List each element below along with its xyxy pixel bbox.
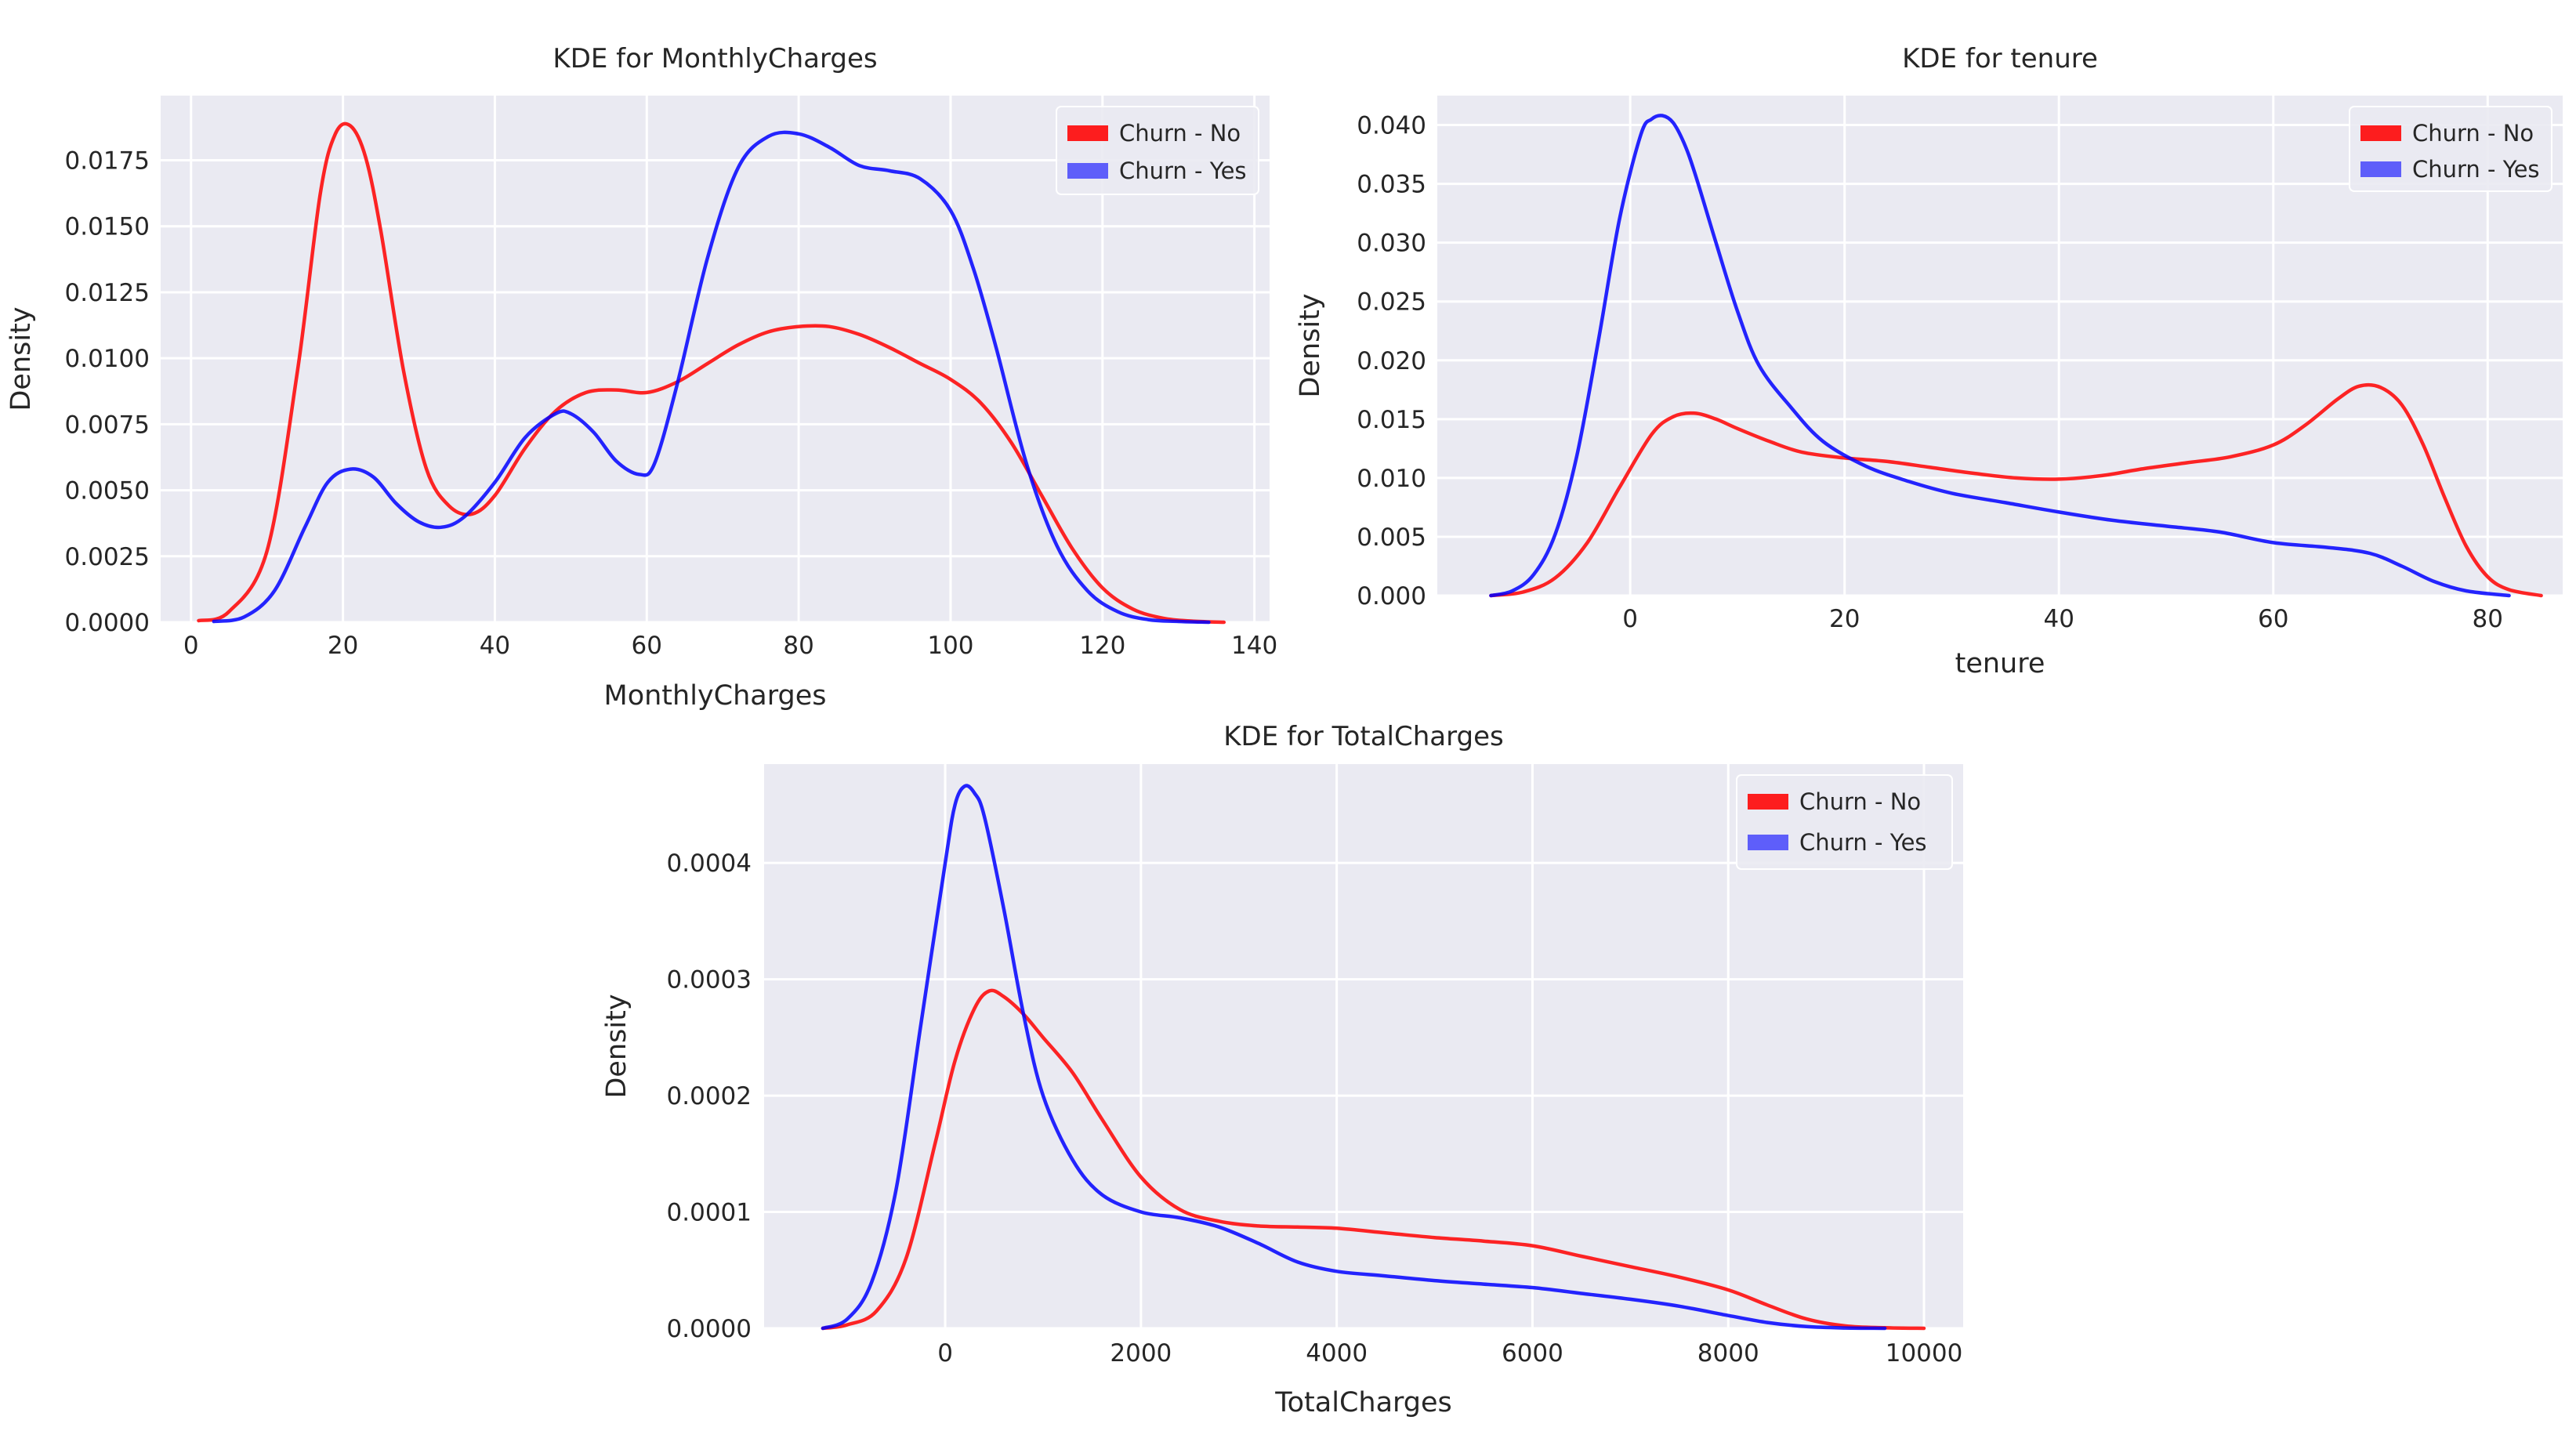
y-tick-label: 0.0150 xyxy=(65,213,150,241)
chart-title: KDE for MonthlyCharges xyxy=(553,43,877,74)
y-tick-label: 0.0001 xyxy=(667,1199,752,1227)
legend: Churn - No Churn - Yes xyxy=(2349,106,2552,192)
x-tick-label: 120 xyxy=(1079,632,1125,660)
chart-title: KDE for TotalCharges xyxy=(1223,721,1503,752)
legend-label: Churn - Yes xyxy=(2412,156,2540,183)
y-tick-label: 0.000 xyxy=(1357,582,1426,610)
x-tick-label: 60 xyxy=(2258,605,2288,633)
chart-title: KDE for tenure xyxy=(1902,43,2098,74)
x-tick-label: 6000 xyxy=(1502,1339,1563,1367)
legend-label: Churn - Yes xyxy=(1119,158,1247,184)
y-tick-label: 0.020 xyxy=(1357,347,1426,375)
series-line-2 xyxy=(212,130,1211,625)
y-tick-label: 0.025 xyxy=(1357,288,1426,317)
x-tick-label: 10000 xyxy=(1886,1339,1963,1367)
legend-label: Churn - No xyxy=(2412,120,2534,147)
x-tick-label: 4000 xyxy=(1306,1339,1368,1367)
x-tick-label: 8000 xyxy=(1697,1339,1759,1367)
y-tick-label: 0.0025 xyxy=(65,543,150,571)
x-tick-label: 0 xyxy=(937,1339,953,1367)
x-tick-label: 0 xyxy=(1622,605,1638,633)
legend: Churn - No Churn - Yes xyxy=(1056,106,1259,195)
x-tick-label: 20 xyxy=(328,632,358,660)
legend-label: Churn - No xyxy=(1119,120,1241,147)
y-tick-label: 0.0100 xyxy=(65,345,150,373)
x-tick-label: 40 xyxy=(480,632,510,660)
y-axis-label: Density xyxy=(1295,293,1326,397)
chart-3: 0 2000 4000 6000 8000 10000 0.0000 0.0001 0.0002… xyxy=(601,721,1963,1418)
y-tick-label: 0.035 xyxy=(1357,171,1426,199)
series-line-2 xyxy=(1489,114,2511,598)
y-axis-label: Density xyxy=(601,994,632,1098)
legend-label: Churn - No xyxy=(1799,788,1921,815)
series-line-1 xyxy=(197,121,1226,625)
chart-2: 0 20 40 60 80 0.000 0.005 0.010 0.015 0.020 0.025 0… xyxy=(1295,43,2563,679)
legend-swatch xyxy=(1748,794,1788,810)
x-tick-label: 40 xyxy=(2043,605,2074,633)
x-tick-label: 20 xyxy=(1829,605,1860,633)
series-line-2 xyxy=(821,784,1887,1331)
legend-swatch xyxy=(1067,163,1108,179)
y-tick-label: 0.0000 xyxy=(667,1315,752,1343)
y-tick-label: 0.005 xyxy=(1357,523,1426,552)
x-tick-label: 80 xyxy=(2473,605,2503,633)
y-tick-label: 0.0000 xyxy=(65,609,150,637)
y-tick-label: 0.0075 xyxy=(65,411,150,439)
y-tick-label: 0.0125 xyxy=(65,279,150,307)
legend-swatch xyxy=(1748,835,1788,850)
y-tick-label: 0.030 xyxy=(1357,230,1426,258)
y-tick-label: 0.0003 xyxy=(667,966,752,994)
legend-swatch xyxy=(1067,125,1108,141)
x-tick-label: 100 xyxy=(927,632,973,660)
series-line-1 xyxy=(821,988,1926,1331)
y-axis-label: Density xyxy=(5,306,37,411)
x-tick-label: 2000 xyxy=(1110,1339,1172,1367)
y-tick-label: 0.010 xyxy=(1357,465,1426,493)
y-tick-label: 0.040 xyxy=(1357,112,1426,140)
y-tick-label: 0.0002 xyxy=(667,1082,752,1110)
chart-1: 0 20 40 60 80 100 120 140 0.0000 0.0025 0.0050 0.00… xyxy=(5,43,1277,712)
x-axis-label: TotalCharges xyxy=(1274,1387,1452,1418)
legend: Churn - No Churn - Yes xyxy=(1736,774,1953,870)
y-tick-label: 0.0050 xyxy=(65,477,150,505)
x-tick-label: 80 xyxy=(783,632,813,660)
legend-label: Churn - Yes xyxy=(1799,829,1927,856)
x-axis-label: MonthlyCharges xyxy=(604,680,827,712)
legend-swatch xyxy=(2360,161,2401,177)
x-tick-label: 60 xyxy=(632,632,662,660)
legend-swatch xyxy=(2360,125,2401,141)
x-tick-label: 140 xyxy=(1231,632,1277,660)
y-tick-label: 0.015 xyxy=(1357,406,1426,434)
x-axis-label: tenure xyxy=(1955,648,2045,679)
y-tick-label: 0.0004 xyxy=(667,849,752,878)
legend-box xyxy=(1736,774,1953,870)
series-line-1 xyxy=(1489,382,2543,598)
x-tick-label: 0 xyxy=(183,632,199,660)
y-tick-label: 0.0175 xyxy=(65,147,150,176)
